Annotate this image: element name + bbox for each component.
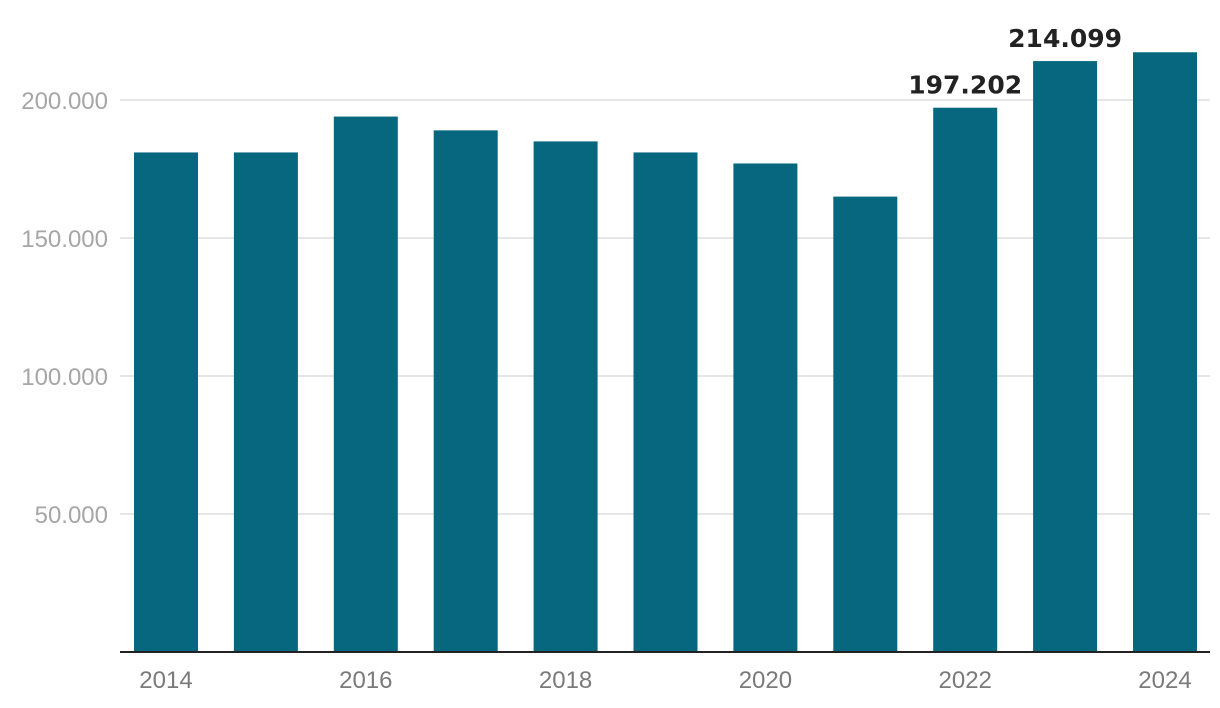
data-label-2022: 197.202 bbox=[908, 71, 1022, 100]
y-axis-ticks: 50.000 100.000 150.000 200.000 bbox=[21, 88, 108, 529]
x-axis-ticks: 2014 2016 2018 2020 2022 2024 bbox=[139, 667, 1191, 694]
bar-2016 bbox=[333, 116, 398, 652]
bar-2015 bbox=[233, 152, 298, 652]
bar-2023 bbox=[1033, 61, 1098, 652]
bar-2018 bbox=[533, 141, 598, 652]
x-tick-label-2018: 2018 bbox=[539, 667, 592, 694]
data-labels: 197.202 214.099 bbox=[908, 24, 1122, 100]
y-tick-label: 50.000 bbox=[35, 502, 108, 529]
bar-2022 bbox=[933, 107, 998, 653]
data-label-2023: 214.099 bbox=[1008, 24, 1122, 53]
x-tick-label-2016: 2016 bbox=[339, 667, 392, 694]
bar-2021 bbox=[833, 196, 898, 652]
bars bbox=[134, 52, 1197, 653]
y-tick-label: 100.000 bbox=[21, 364, 108, 391]
bar-2024 bbox=[1133, 52, 1197, 652]
x-tick-label-2022: 2022 bbox=[939, 667, 992, 694]
y-tick-label: 150.000 bbox=[21, 226, 108, 253]
bar-2019 bbox=[633, 152, 698, 652]
x-tick-label-2014: 2014 bbox=[139, 667, 192, 694]
x-tick-label-2020: 2020 bbox=[739, 667, 792, 694]
bar-2017 bbox=[433, 130, 498, 653]
bar-2020 bbox=[733, 163, 798, 653]
y-tick-label: 200.000 bbox=[21, 88, 108, 115]
x-tick-label-2024: 2024 bbox=[1138, 667, 1191, 694]
bar-2014 bbox=[134, 152, 198, 652]
